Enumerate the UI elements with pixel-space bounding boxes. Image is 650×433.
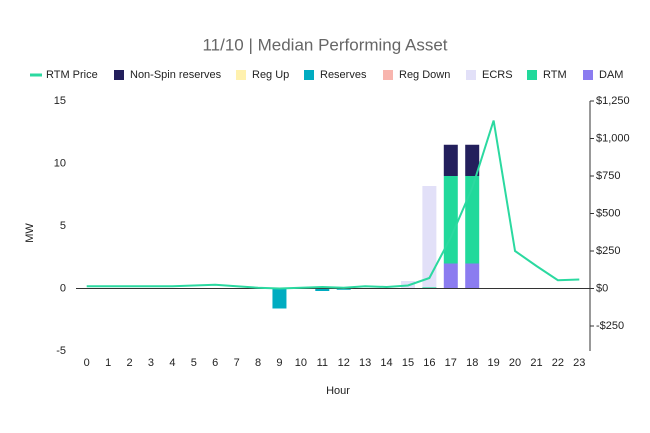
legend-swatch — [114, 70, 124, 80]
x-tick-label: 3 — [148, 357, 154, 369]
bar — [336, 288, 351, 290]
y-axis-title: MW — [24, 223, 36, 243]
x-tick-label: 20 — [509, 357, 521, 369]
legend-label: RTM — [543, 69, 567, 81]
bar — [465, 144, 480, 176]
legend-swatch — [236, 70, 246, 80]
x-tick-label: 4 — [169, 357, 175, 369]
x-tick-label: 1 — [105, 357, 111, 369]
x-tick-label: 16 — [423, 357, 435, 369]
x-tick-label: 22 — [552, 357, 564, 369]
bar — [443, 176, 458, 264]
bar — [422, 287, 437, 289]
x-tick-label: 8 — [255, 357, 261, 369]
y-tick-label: 0 — [60, 282, 66, 294]
x-tick-label: 2 — [126, 357, 132, 369]
x-tick-label: 17 — [445, 357, 457, 369]
y2-tick-label: $750 — [596, 170, 620, 182]
y2-tick-label: $500 — [596, 207, 620, 219]
x-tick-label: 6 — [212, 357, 218, 369]
bar — [272, 288, 287, 309]
legend-swatch — [304, 70, 314, 80]
x-tick-label: 7 — [234, 357, 240, 369]
legend-label: RTM Price — [46, 69, 98, 81]
x-tick-label: 0 — [84, 357, 90, 369]
x-axis-title: Hour — [326, 385, 350, 397]
x-tick-label: 13 — [359, 357, 371, 369]
bar — [443, 263, 458, 289]
y-tick-label: 5 — [60, 220, 66, 232]
legend-label: Reg Up — [252, 69, 289, 81]
bar — [465, 263, 480, 289]
x-tick-label: 23 — [573, 357, 585, 369]
x-tick-label: 14 — [380, 357, 392, 369]
y2-tick-label: $250 — [596, 245, 620, 257]
x-tick-label: 19 — [488, 357, 500, 369]
bar — [422, 186, 437, 288]
y-tick-label: 10 — [54, 157, 66, 169]
x-tick-label: 15 — [402, 357, 414, 369]
legend-swatch — [383, 70, 393, 80]
legend-label: Non-Spin reserves — [130, 69, 222, 81]
legend-swatch — [583, 70, 593, 80]
legend-swatch — [466, 70, 476, 80]
x-tick-label: 21 — [530, 357, 542, 369]
y2-tick-label: $1,000 — [596, 132, 630, 144]
x-tick-label: 11 — [317, 357, 328, 369]
x-tick-label: 12 — [338, 357, 350, 369]
y2-tick-label: $1,250 — [596, 95, 630, 107]
x-tick-label: 5 — [191, 357, 197, 369]
legend-label: ECRS — [482, 69, 513, 81]
x-tick-label: 9 — [276, 357, 282, 369]
y-tick-label: -5 — [56, 345, 66, 357]
legend-label: Reg Down — [399, 69, 450, 81]
legend-label: Reserves — [320, 69, 367, 81]
y2-tick-label: -$250 — [596, 320, 624, 332]
y2-tick-label: $0 — [596, 282, 608, 294]
legend-label: DAM — [599, 69, 623, 81]
x-tick-label: 10 — [295, 357, 307, 369]
legend-swatch — [527, 70, 537, 80]
chart-title: 11/10 | Median Performing Asset — [202, 35, 447, 54]
price-line — [86, 120, 580, 290]
bar — [315, 288, 330, 291]
bar — [443, 144, 458, 176]
y-tick-label: 15 — [54, 95, 66, 107]
x-tick-label: 18 — [466, 357, 478, 369]
